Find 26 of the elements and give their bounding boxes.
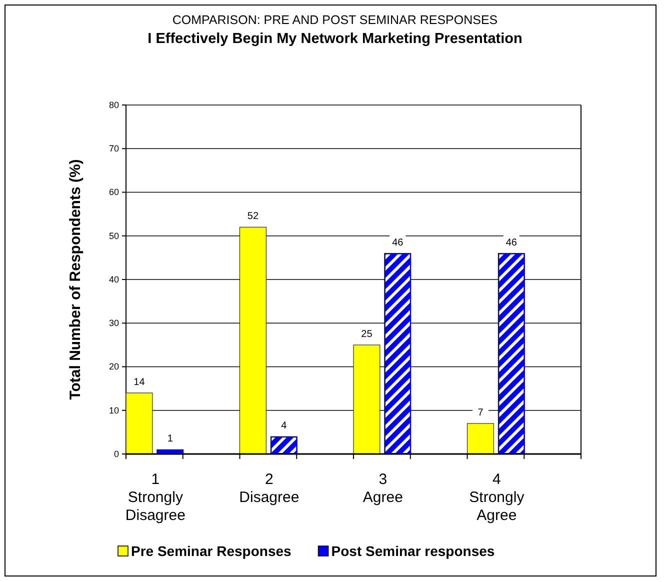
data-label: 7 [478, 407, 484, 418]
data-label: 25 [361, 328, 373, 340]
x-tick-label: 4 Strongly Agree [469, 471, 525, 524]
y-tick-label: 30 [108, 318, 119, 328]
chart-title: COMPARISON: PRE AND POST SEMINAR RESPONSES [172, 13, 498, 27]
data-label: 46 [506, 237, 518, 248]
data-label: 52 [247, 211, 259, 222]
data-label: 46 [392, 237, 404, 248]
y-tick-label: 10 [108, 405, 119, 416]
x-tick-label: 2 Disagree [239, 471, 300, 506]
data-label: 4 [281, 420, 288, 432]
y-tick-label: 40 [108, 274, 119, 284]
y-tick-label: 80 [108, 100, 119, 110]
legend-label: Post Seminar responses [331, 543, 495, 559]
y-axis-title: Total Number of Respondents (%) [67, 159, 84, 400]
y-tick-label: 50 [108, 230, 119, 241]
legend-label: Pre Seminar Responses [131, 543, 292, 559]
x-tick-label: 3 Agree [362, 471, 403, 506]
data-label: 1 [167, 434, 174, 445]
y-tick-label: 70 [108, 144, 119, 154]
data-label: 14 [134, 376, 146, 388]
x-tick-label: 1 Strongly Disagree [125, 471, 186, 524]
y-tick-label: 60 [108, 187, 119, 198]
y-tick-label: 0 [114, 448, 119, 459]
y-tick-label: 20 [108, 362, 119, 372]
chart-subtitle: I Effectively Begin My Network Marketing Presentation [148, 31, 522, 47]
